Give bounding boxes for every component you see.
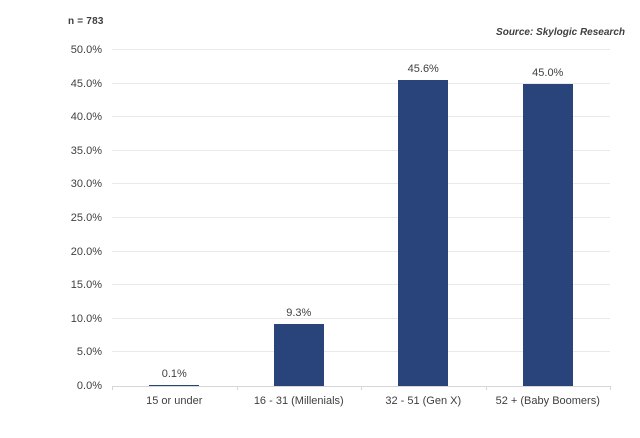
gridline: [112, 284, 610, 286]
bar-3: [398, 79, 449, 386]
x-axis-tick: [485, 386, 487, 390]
plot-area: 0.0% 5.0% 10.0% 15.0% 20.0% 25.0% 30.0% 35.0% 40…: [71, 44, 611, 407]
gridline: [112, 49, 610, 50]
y-axis-tick-label: 20.0%: [70, 245, 102, 258]
x-axis-tick: [610, 386, 611, 390]
y-axis-tick-label: 5.0%: [76, 346, 102, 359]
y-axis-tick-label: 40.0%: [70, 111, 102, 124]
x-axis-tick: [112, 386, 113, 390]
x-axis-category-label: 15 or under: [146, 395, 203, 407]
gridline: [112, 351, 610, 353]
x-axis-category-label: 32 - 51 (Gen X): [385, 395, 462, 407]
bar-value-label: 45.6%: [407, 62, 439, 75]
gridline: [112, 149, 610, 151]
bar-1: [149, 385, 200, 386]
gridline: [112, 217, 610, 218]
bar-2: [273, 323, 324, 386]
bar-4: [522, 83, 573, 386]
sample-size-annotation: n = 783: [68, 16, 104, 27]
source-annotation: Source: Skylogic Research: [496, 27, 625, 38]
y-axis-tick-label: 30.0%: [70, 178, 102, 191]
gridline: [112, 250, 610, 252]
x-axis-category-label: 52 + (Baby Boomers): [495, 395, 600, 407]
y-axis-tick-label: 25.0%: [70, 212, 102, 224]
gridline: [112, 82, 610, 84]
y-axis-tick-label: 15.0%: [70, 279, 102, 292]
y-axis-tick-label: 50.0%: [70, 44, 102, 56]
y-axis-tick-label: 45.0%: [70, 77, 102, 90]
x-axis-tick: [361, 386, 362, 390]
bar-value-label: 9.3%: [286, 306, 312, 319]
gridline: [112, 183, 610, 185]
y-axis-tick-label: 35.0%: [70, 144, 102, 157]
x-axis-category-label: 16 - 31 (Millenials): [253, 395, 344, 407]
bar-value-label: 0.1%: [161, 368, 187, 381]
y-axis-tick-label: 10.0%: [70, 312, 102, 325]
bar-value-label: 45.0%: [532, 66, 564, 79]
gridline: [112, 116, 610, 118]
y-axis-tick-label: 0.0%: [76, 380, 102, 392]
x-axis-tick: [236, 386, 238, 390]
gridline: [112, 317, 610, 319]
